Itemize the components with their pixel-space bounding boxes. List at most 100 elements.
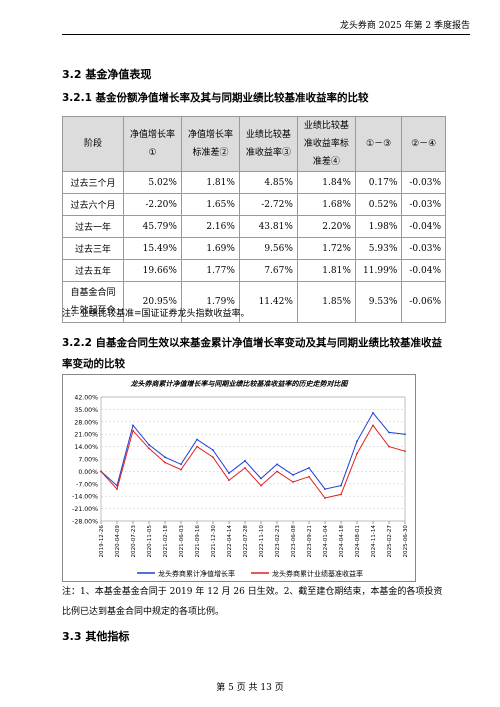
nav-growth-point bbox=[388, 431, 390, 434]
nav-growth-point bbox=[308, 466, 310, 469]
table-cell: 1.72% bbox=[296, 237, 356, 260]
chart-legend: 龙头券商累计净值增长率 龙头券商累计业绩基准收益率 bbox=[137, 569, 363, 578]
y-tick-label: 0.00% bbox=[78, 469, 98, 476]
table-cell: -0.04% bbox=[401, 259, 446, 282]
benchmark-return-point bbox=[180, 468, 182, 471]
benchmark-return-line bbox=[100, 424, 406, 499]
chart-note: 注：1、本基金基金合同于 2019 年 12 月 26 日生效。2、截至建仓期结… bbox=[62, 587, 443, 617]
header-divider bbox=[62, 34, 470, 35]
x-tick-label: 2021-12-30 bbox=[211, 525, 217, 558]
legend-label-benchmark: 龙头券商累计业绩基准收益率 bbox=[272, 569, 363, 578]
nav-growth-point bbox=[340, 484, 342, 487]
benchmark-return-point bbox=[164, 461, 166, 464]
x-tick-label: 2021-09-16 bbox=[195, 525, 201, 558]
table-cell: 45.79% bbox=[123, 215, 182, 238]
x-tick-label: 2024-08-01 bbox=[355, 525, 361, 558]
table-cell: 43.81% bbox=[238, 215, 298, 238]
table-cell: -2.20% bbox=[123, 193, 182, 216]
table-cell: 19.66% bbox=[123, 259, 182, 282]
table-cell: 4.85% bbox=[238, 171, 298, 194]
table-cell: -2.72% bbox=[238, 193, 298, 216]
chart-svg: 龙头券商累计净值增长率与同期业绩比较基准收益率的历史走势对比图 42.00% 35… bbox=[72, 379, 409, 578]
x-tick-label: 2021-02-18 bbox=[163, 525, 169, 558]
x-tick-label: 2023-02-23 bbox=[275, 525, 281, 558]
x-tick-label: 2024-04-18 bbox=[339, 525, 345, 558]
table-cell: 11.99% bbox=[354, 259, 403, 282]
plot-area-frame bbox=[100, 396, 406, 522]
benchmark-return-point bbox=[340, 493, 342, 496]
y-tick-label: 21.00% bbox=[74, 432, 98, 439]
table-cell: 15.49% bbox=[123, 237, 182, 260]
benchmark-return-point bbox=[228, 479, 230, 482]
table-row: 过去三个月 5.02% 1.81% 4.85% 1.84% 0.17% -0.03% bbox=[62, 171, 446, 194]
benchmark-return-point bbox=[212, 456, 214, 459]
table-cell: 7.67% bbox=[238, 259, 298, 282]
table-row: 过去三年 15.49% 1.69% 9.56% 1.72% 5.93% -0.03% bbox=[62, 237, 446, 260]
nav-growth-point bbox=[276, 463, 278, 466]
table-cell: 2.20% bbox=[296, 215, 356, 238]
table-header-cell: 净值增长率 标准差② bbox=[180, 116, 240, 172]
x-tick-label: 2020-07-23 bbox=[131, 525, 137, 558]
table-row: 自基金合同 生效起至今 20.95% 1.79% 11.42% 1.85% 9.53% -0.… bbox=[62, 281, 446, 323]
table-header-cell: 业绩比较基 准收益率标 准差④ bbox=[296, 116, 356, 172]
table-cell: -0.03% bbox=[401, 237, 446, 260]
y-tick-label: 42.00% bbox=[74, 395, 98, 402]
x-tick-label: 2025-02-27 bbox=[387, 525, 393, 558]
table-cell: -0.03% bbox=[401, 171, 446, 194]
nav-growth-point bbox=[356, 440, 358, 443]
benchmark-return-point bbox=[244, 466, 246, 469]
x-tick-label: 2024-01-04 bbox=[323, 525, 329, 558]
benchmark-return-point bbox=[116, 488, 118, 491]
table-note: 注：业绩比较基准=国证证券龙头指数收益率。 bbox=[62, 309, 250, 319]
y-tick-label: -28.00% bbox=[72, 519, 98, 526]
y-tick-label: -14.00% bbox=[72, 494, 98, 501]
table-cell: 2.16% bbox=[180, 215, 240, 238]
section-3-2-title: 3.2 基金净值表现 bbox=[62, 68, 152, 81]
nav-growth-point bbox=[404, 433, 406, 436]
y-tick-label: -21.00% bbox=[72, 506, 98, 513]
nav-growth-point bbox=[196, 438, 198, 441]
table-cell: -0.04% bbox=[401, 215, 446, 238]
table-cell: 9.56% bbox=[238, 237, 298, 260]
x-tick-label: 2021-06-03 bbox=[179, 525, 185, 558]
x-tick-label: 2025-06-30 bbox=[403, 525, 409, 558]
x-tick-label: 2022-11-10 bbox=[259, 525, 265, 558]
table-cell: 5.93% bbox=[354, 237, 403, 260]
nav-growth-point bbox=[132, 424, 134, 427]
nav-growth-line bbox=[100, 412, 406, 490]
table-header-cell: 净值增长率 ① bbox=[123, 116, 182, 172]
benchmark-return-point bbox=[404, 450, 406, 453]
table-header-cell: 业绩比较基 准收益率③ bbox=[238, 116, 298, 172]
benchmark-return-point bbox=[356, 452, 358, 455]
nav-growth-point bbox=[148, 443, 150, 446]
table-cell: 5.02% bbox=[123, 171, 182, 194]
benchmark-return-point bbox=[260, 484, 262, 487]
chart-title: 龙头券商累计净值增长率与同期业绩比较基准收益率的历史走势对比图 bbox=[130, 379, 350, 388]
x-tick-label: 2023-09-21 bbox=[307, 525, 313, 558]
table-cell: 1.65% bbox=[180, 193, 240, 216]
nav-growth-point bbox=[292, 474, 294, 476]
y-tick-label: 14.00% bbox=[74, 444, 98, 451]
y-tick-label: 35.00% bbox=[74, 407, 98, 414]
legend-label-nav: 龙头券商累计净值增长率 bbox=[158, 569, 235, 578]
table-cell: 1.68% bbox=[296, 193, 356, 216]
table-cell: 1.98% bbox=[354, 215, 403, 238]
table-row-label: 过去一年 bbox=[62, 215, 124, 238]
benchmark-return-point bbox=[148, 447, 150, 450]
table-row-label: 自基金合同 生效起至今 bbox=[62, 281, 124, 323]
benchmark-return-point bbox=[196, 445, 198, 448]
nav-growth-point bbox=[324, 488, 326, 491]
table-cell: 1.81% bbox=[180, 171, 240, 194]
table-row: 过去五年 19.66% 1.77% 7.67% 1.81% 11.99% -0.04% bbox=[62, 259, 446, 282]
table-cell: -0.06% bbox=[401, 281, 446, 323]
benchmark-return-point bbox=[292, 481, 294, 483]
y-tick-label: 7.00% bbox=[78, 457, 98, 464]
table-row-label: 过去三个月 bbox=[62, 171, 124, 194]
nav-growth-point bbox=[228, 472, 230, 475]
benchmark-return-point bbox=[132, 429, 134, 432]
table-cell: 1.85% bbox=[296, 281, 356, 323]
x-tick-label: 2024-11-14 bbox=[371, 525, 377, 558]
table-row: 过去一年 45.79% 2.16% 43.81% 2.20% 1.98% -0.04% bbox=[62, 215, 446, 238]
section-3-2-1-title: 3.2.1 基金份额净值增长率及其与同期业绩比较基准收益率的比较 bbox=[62, 92, 369, 104]
table-row: 过去六个月 -2.20% 1.65% -2.72% 1.68% 0.52% -0.03% bbox=[62, 193, 446, 216]
